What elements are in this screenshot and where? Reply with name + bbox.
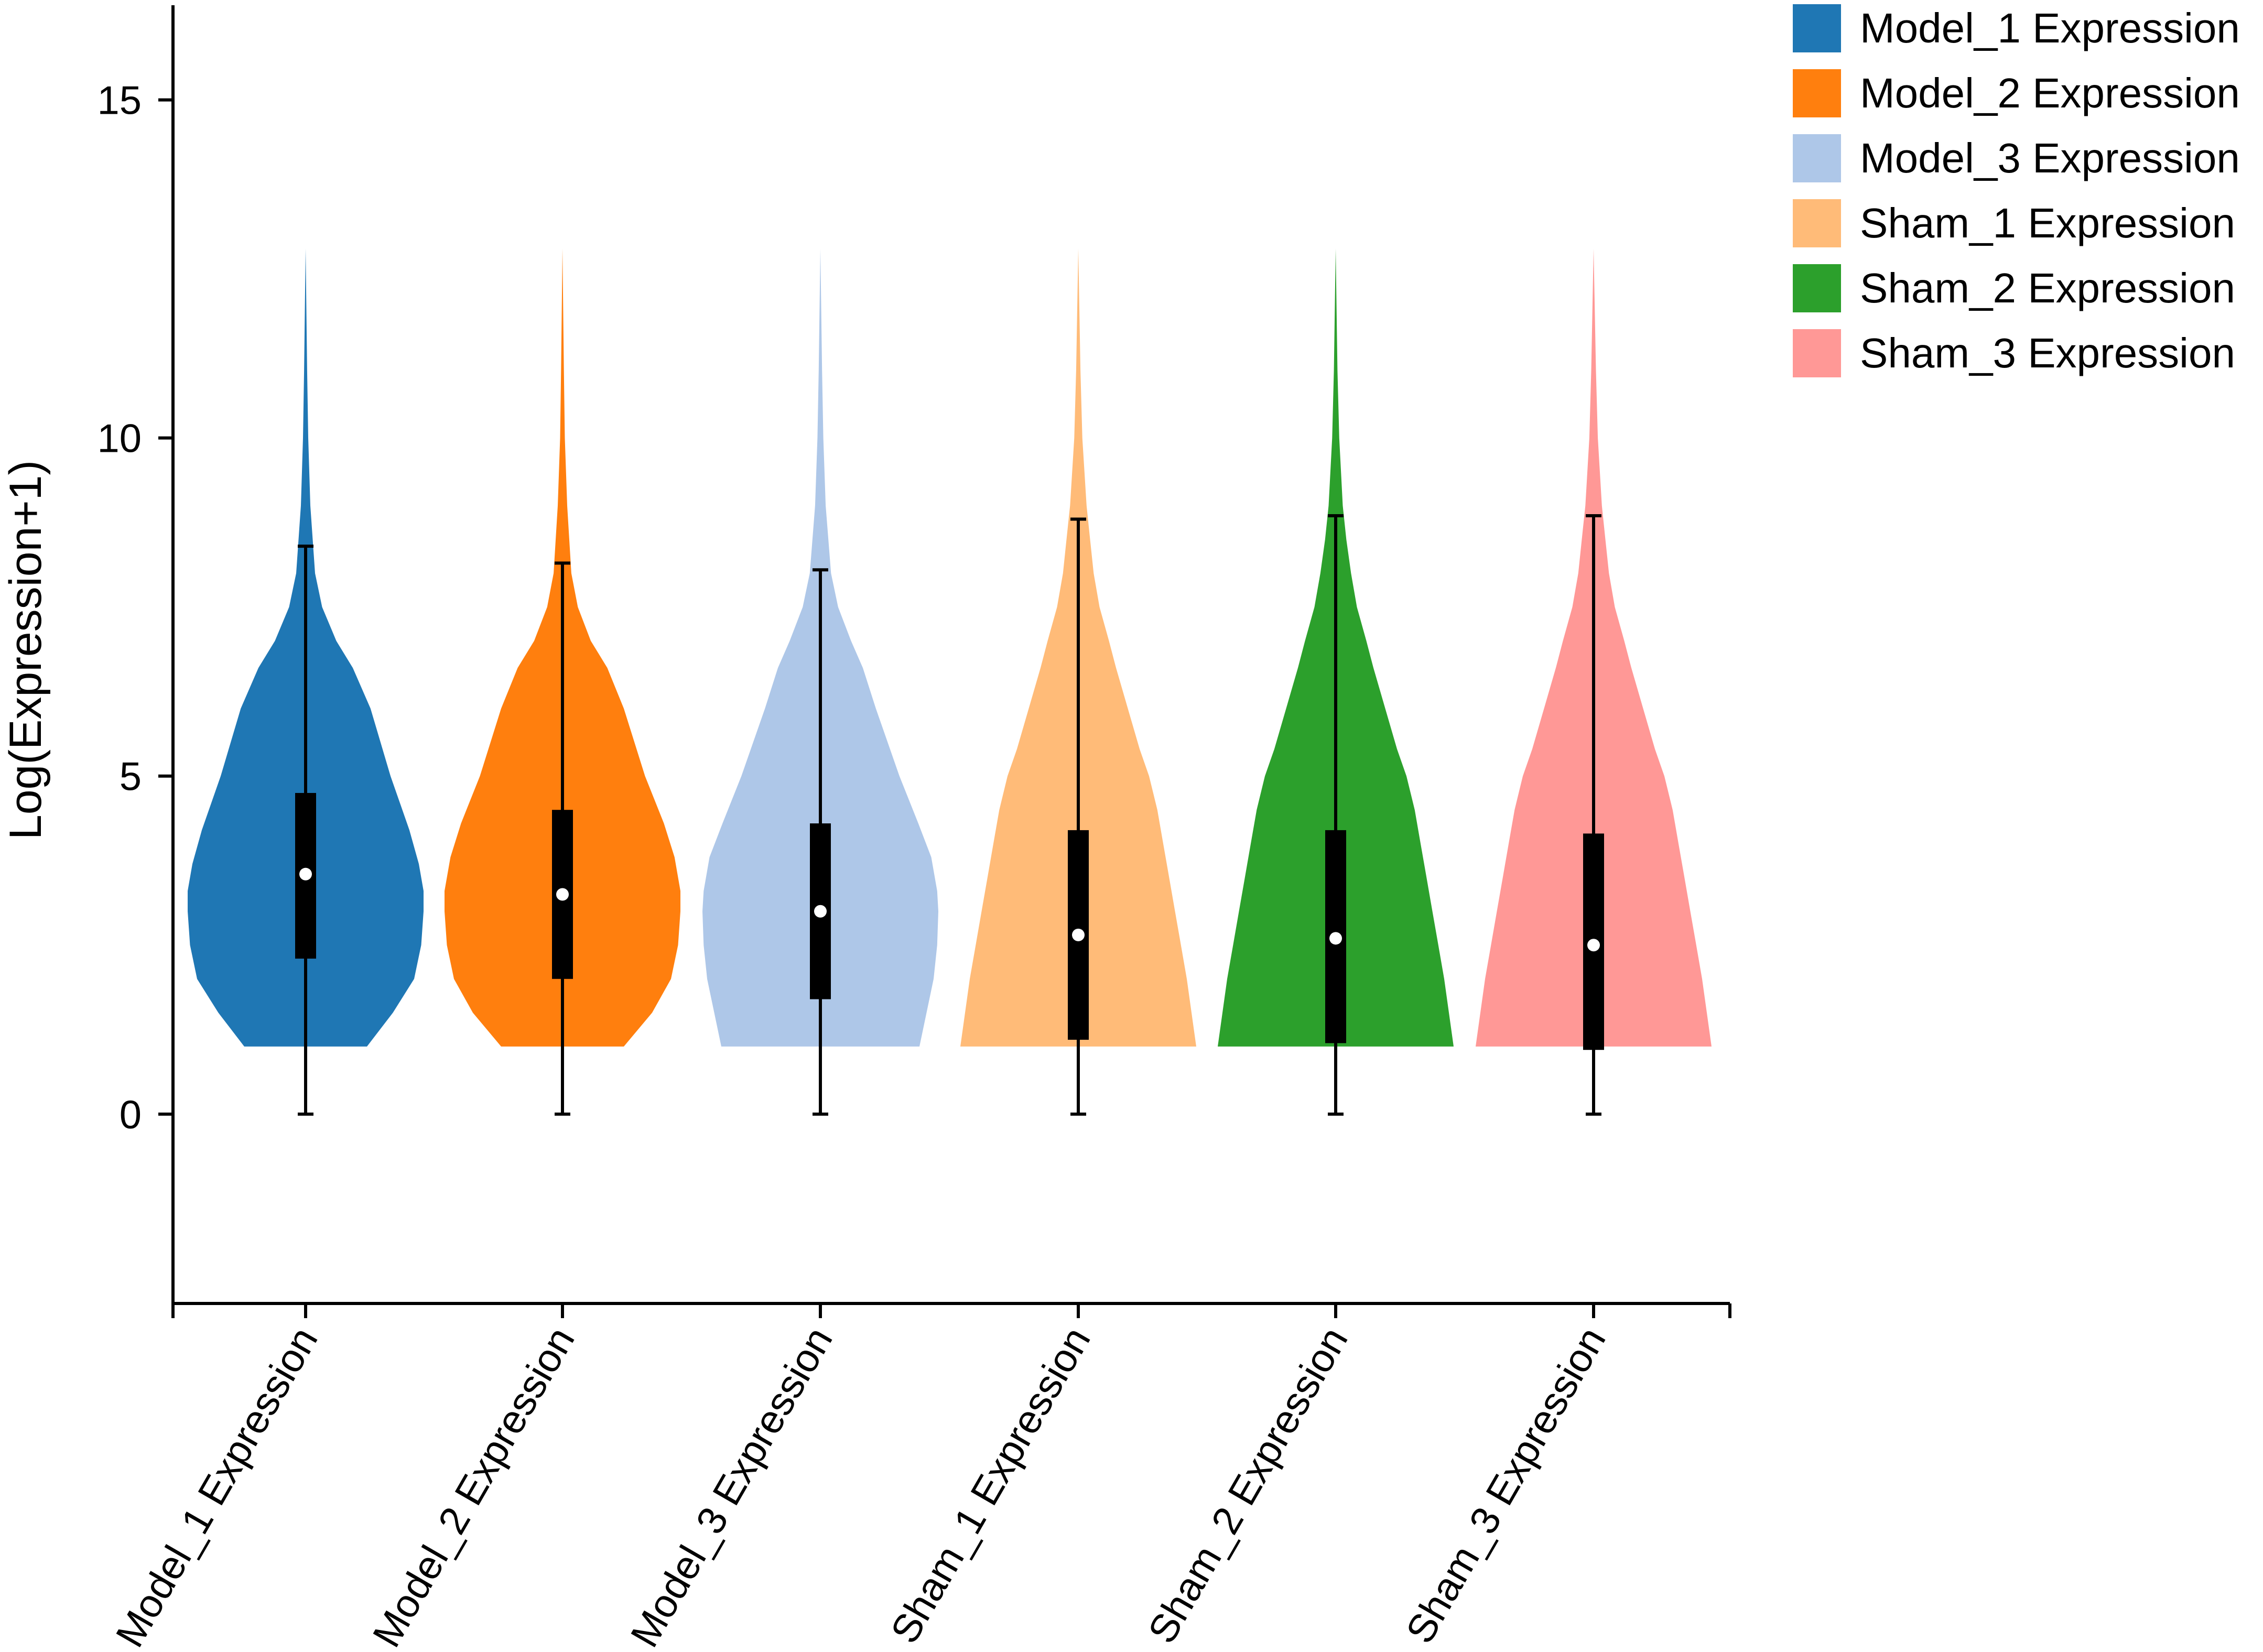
x-tick-label-5: Sham_2 Expression xyxy=(1140,1320,1357,1651)
legend-swatch-6 xyxy=(1793,329,1841,377)
legend-item-2: Model_2 Expression xyxy=(1793,69,2240,117)
y-tick-label-0: 0 xyxy=(120,1093,142,1137)
legend-label-4: Sham_1 Expression xyxy=(1860,200,2235,246)
x-tick-label-4: Sham_1 Expression xyxy=(882,1320,1099,1651)
legend-swatch-2 xyxy=(1793,69,1841,117)
y-axis-label: Log(Expression+1) xyxy=(1,460,51,840)
x-tick-label-2: Model_2 Expression xyxy=(364,1320,583,1652)
median-dot-1 xyxy=(299,867,312,881)
violins-layer xyxy=(188,248,1712,1047)
median-dot-3 xyxy=(814,905,827,918)
legend-label-5: Sham_2 Expression xyxy=(1860,265,2235,311)
legend-item-3: Model_3 Expression xyxy=(1793,134,2240,182)
legend-item-5: Sham_2 Expression xyxy=(1793,264,2235,312)
x-tick-label-1: Model_1 Expression xyxy=(107,1320,327,1652)
median-dot-2 xyxy=(556,888,569,901)
legend-item-4: Sham_1 Expression xyxy=(1793,199,2235,247)
legend-item-6: Sham_3 Expression xyxy=(1793,329,2235,377)
legend-item-1: Model_1 Expression xyxy=(1793,4,2240,52)
x-tick-label-6: Sham_3 Expression xyxy=(1398,1320,1615,1651)
legend-swatch-3 xyxy=(1793,134,1841,182)
legend-label-6: Sham_3 Expression xyxy=(1860,330,2235,376)
legend-swatch-1 xyxy=(1793,4,1841,52)
legend-swatch-5 xyxy=(1793,264,1841,312)
boxes-layer xyxy=(295,514,1604,1116)
legend-label-3: Model_3 Expression xyxy=(1860,135,2240,181)
y-tick-label-10: 10 xyxy=(97,417,142,461)
y-tick-label-15: 15 xyxy=(97,79,142,123)
x-tick-label-3: Model_3 Expression xyxy=(622,1320,841,1652)
legend-swatch-4 xyxy=(1793,199,1841,247)
median-dot-5 xyxy=(1329,932,1342,945)
y-tick-label-5: 5 xyxy=(120,755,142,799)
legend-label-2: Model_2 Expression xyxy=(1860,70,2240,116)
legend-label-1: Model_1 Expression xyxy=(1860,5,2240,51)
median-dot-6 xyxy=(1587,939,1600,952)
median-dot-4 xyxy=(1072,928,1085,941)
